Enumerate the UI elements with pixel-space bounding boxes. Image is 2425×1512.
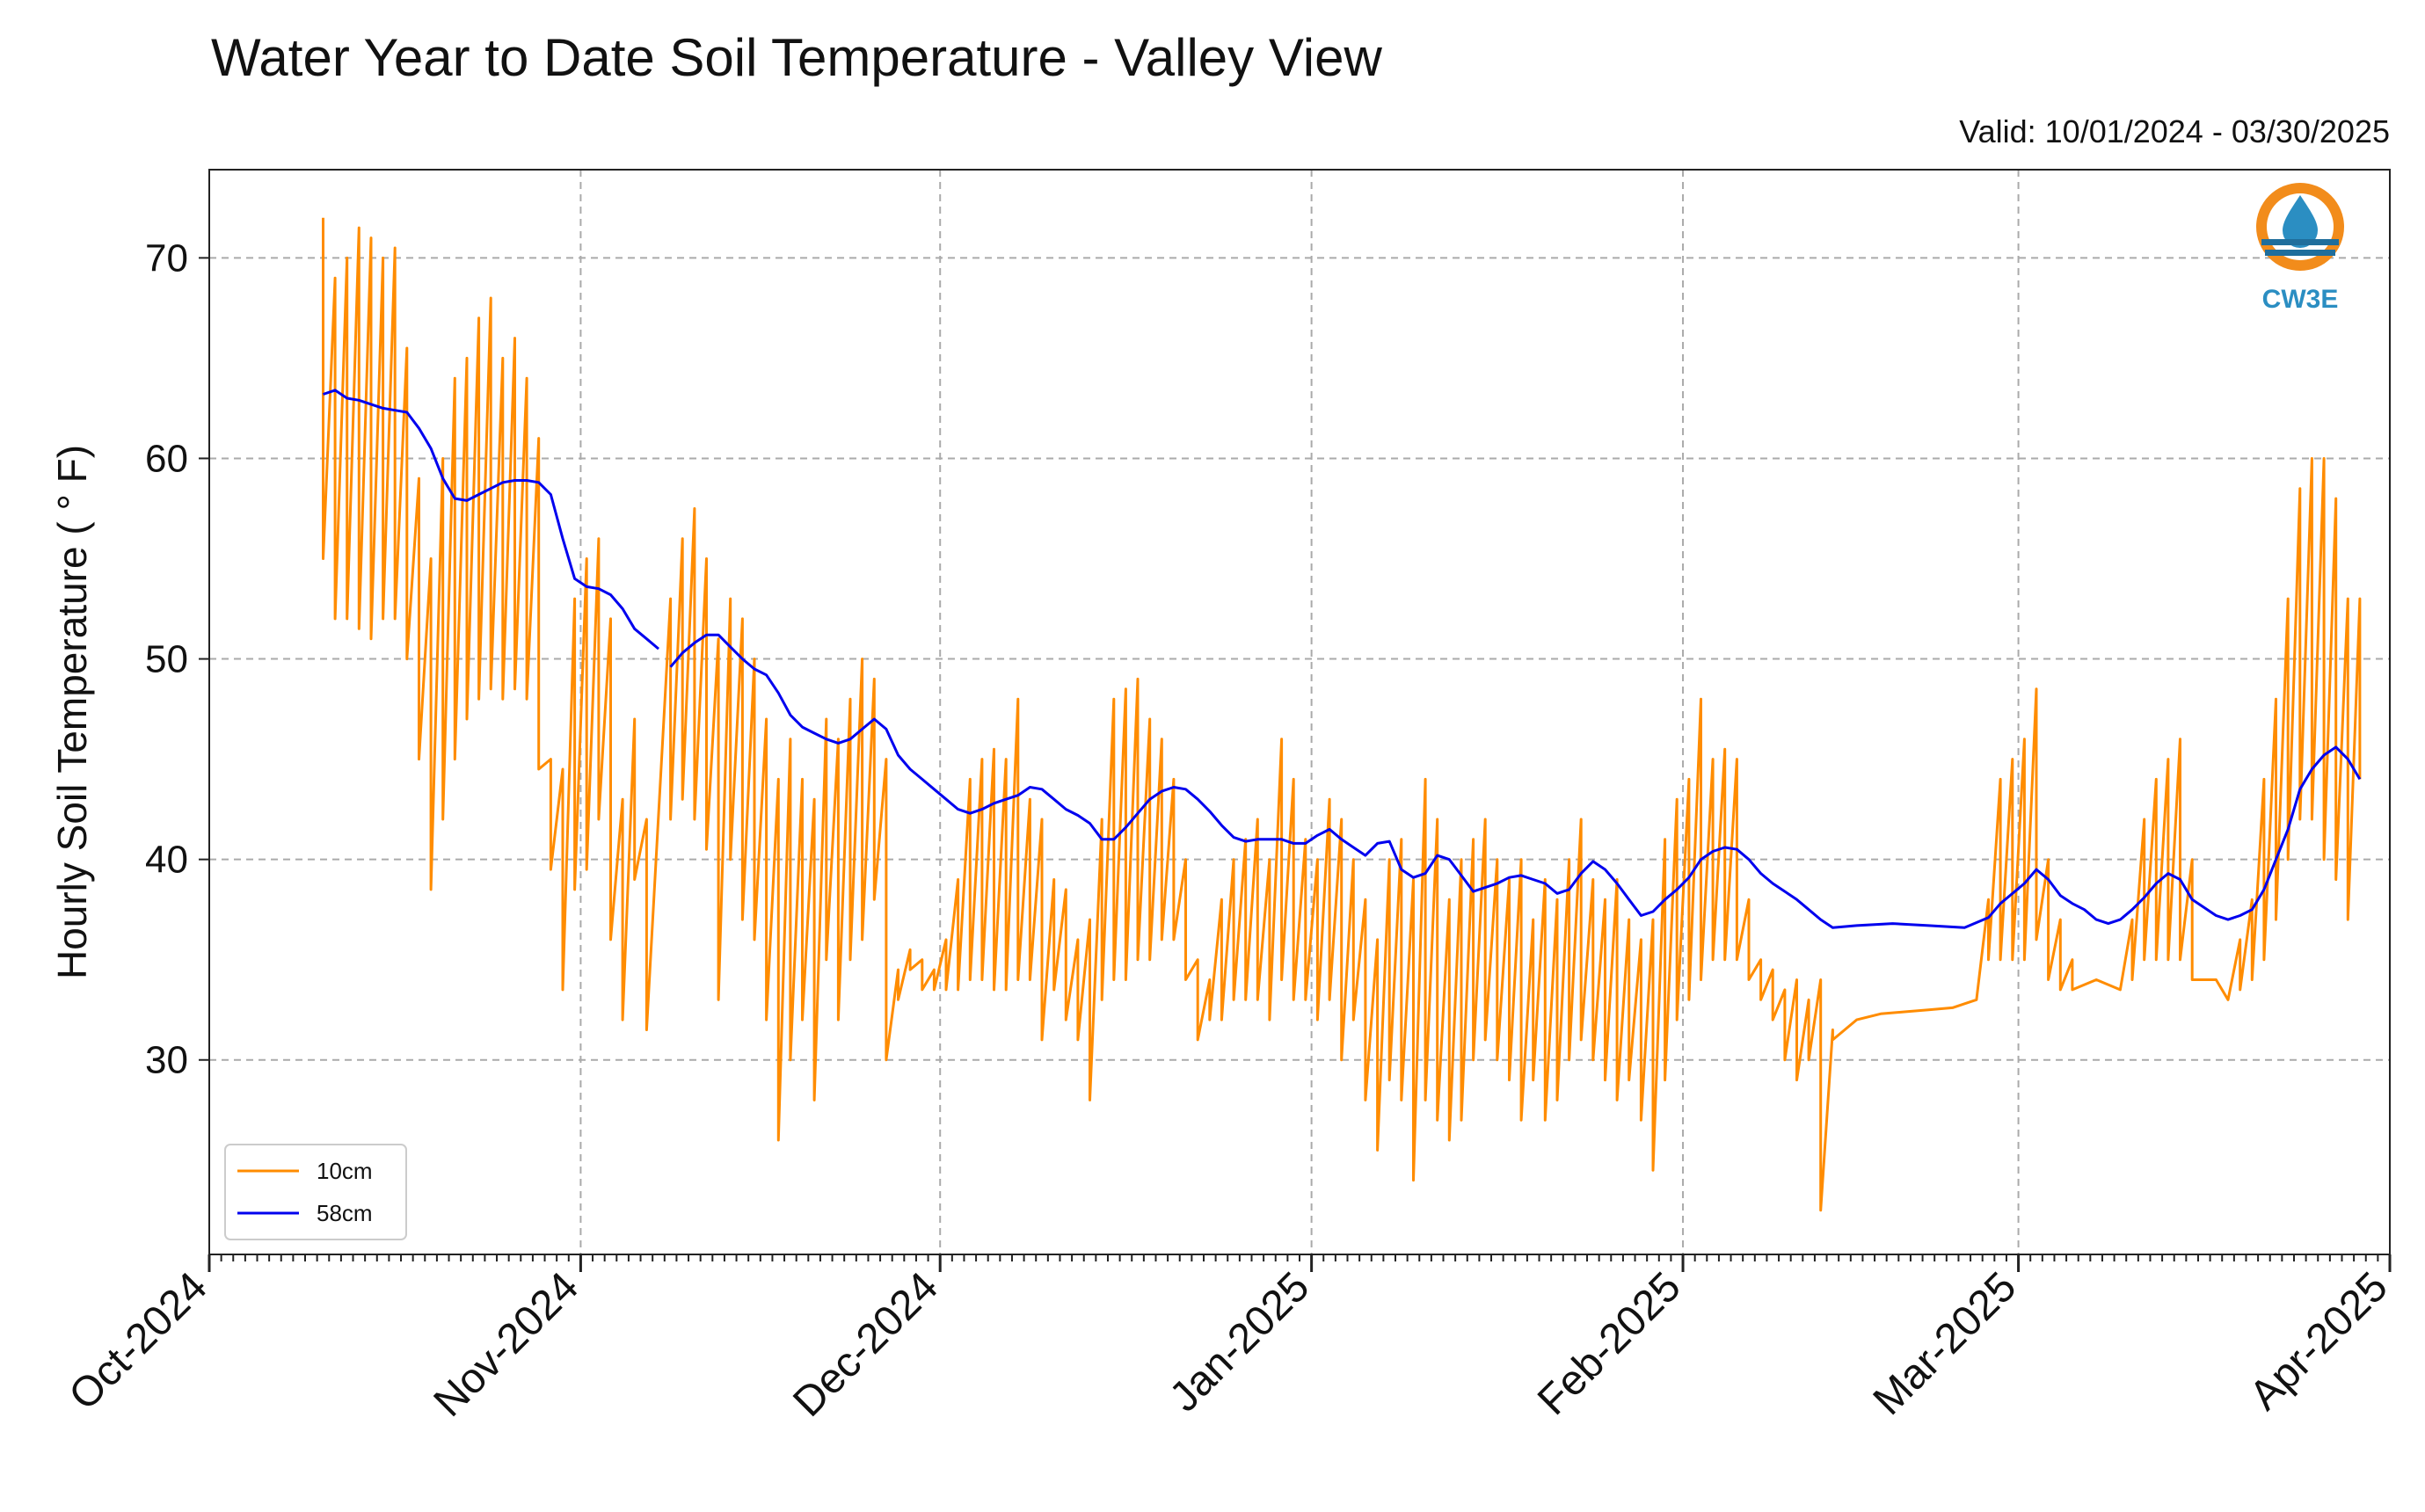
series-lines (322, 217, 2362, 1212)
x-tick-label: Jan-2025 (1161, 1263, 1318, 1421)
plot-frame (208, 169, 2391, 1255)
x-tick-label: Apr-2025 (2241, 1263, 2397, 1419)
x-axis: Oct-2024 Nov-2024 Dec-2024 Jan-2025 Feb-2025… (61, 1254, 2397, 1426)
legend-label-10cm: 10cm (317, 1158, 373, 1184)
legend-label-58cm: 58cm (317, 1200, 373, 1226)
chart-title: Water Year to Date Soil Temperature - Va… (211, 28, 1382, 87)
legend-box (224, 1144, 407, 1240)
grid-lines (209, 170, 2390, 1254)
x-tick-label: Feb-2025 (1529, 1263, 1690, 1424)
logo-wave-2 (2265, 250, 2335, 256)
legend: 10cm 58cm (224, 1144, 407, 1240)
x-tick-label: Dec-2024 (784, 1263, 947, 1426)
y-axis-label: Hourly Soil Temperature ( ° F) (49, 445, 95, 979)
y-tick-label: 40 (145, 839, 188, 882)
valid-date-range: Valid: 10/01/2024 - 03/30/2025 (1959, 113, 2390, 149)
y-tick-label: 50 (145, 638, 188, 681)
series-line-10cm (322, 217, 2362, 1212)
x-tick-label: Oct-2024 (61, 1263, 216, 1419)
water-drop-icon (2283, 195, 2318, 248)
logo-text: CW3E (2262, 285, 2339, 314)
y-axis: 30 40 50 60 70 (145, 236, 209, 1082)
logo-wave-1 (2261, 239, 2339, 245)
x-tick-label: Nov-2024 (426, 1263, 588, 1426)
series-line-58cm (323, 389, 2362, 929)
y-tick-label: 30 (145, 1039, 188, 1082)
y-tick-label: 70 (145, 236, 188, 280)
cw3e-logo: CW3E (2256, 183, 2344, 314)
y-tick-label: 60 (145, 437, 188, 480)
x-tick-label: Mar-2025 (1865, 1263, 2026, 1424)
